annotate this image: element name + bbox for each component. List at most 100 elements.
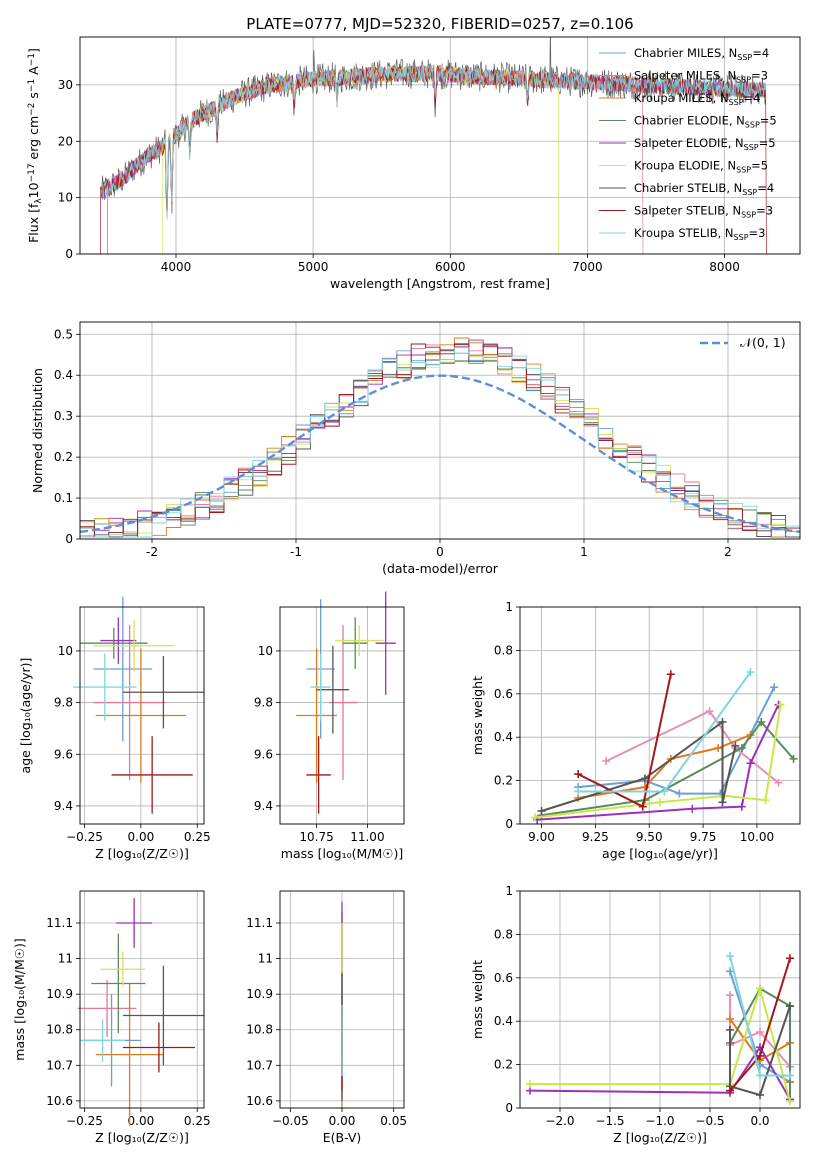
weight-z-xtick-label: −1.0 [645,1114,674,1128]
spectrum-legend-base: Chabrier MILES, N [634,46,737,60]
spectrum-ylabel-part: erg cm [26,116,41,164]
hist-xtick-label: 0 [436,545,444,559]
weight-age-axes: 9.00 9.25 9.50 9.75 10.00 0 0.2 0.4 0.6 0.8 1 [494,600,800,844]
spectrum-legend-suffix: =5 [751,159,768,173]
figure-title: PLATE=0777, MJD=52320, FIBERID=0257, z=0… [246,15,633,33]
mass-ebv-ytick-label: 11.1 [246,916,273,930]
spectrum-legend-label: Chabrier STELIB, NSSP=4 [634,181,774,197]
age-mass-point-2 [296,648,337,783]
hist-xtick-label: 2 [724,545,732,559]
age-mass-xlabel: mass [log₁₀(M/M☉)] [281,846,403,861]
mass-ebv-xtick-label: −0.05 [272,1114,309,1128]
hist-series-7 [80,343,800,538]
mass-z-point-2 [95,983,164,1126]
mass-z-xtick-label: −0.25 [66,1114,103,1128]
spectrum-legend-suffix: =4 [744,91,761,105]
spectrum-ytick-label: 10 [58,191,73,205]
spectrum-legend-suffix: =3 [756,204,773,218]
hist-xtick-label: -1 [290,545,302,559]
hist-legend-label: 𝒩(0, 1) [740,335,786,350]
weight-age-xtick-label: 9.75 [690,830,717,844]
spectrum-legend-label: Salpeter MILES, NSSP=3 [634,69,768,85]
spectrum-xtick-label: 8000 [709,260,740,274]
spectrum-legend-sub: SSP [736,166,751,175]
mass-ebv-xlabel: E(B-V) [323,1130,362,1145]
mass-ebv-xtick-label: 0.00 [329,1114,356,1128]
weight-age-xtick-label: 9.25 [582,830,609,844]
weight-age-series-7 [574,670,675,811]
age-mass-xtick-label: 10.75 [299,830,333,844]
mass-z-point-7 [122,1022,195,1073]
weight-z-xtick-label: −2.0 [545,1114,574,1128]
age-mass-point-8 [310,653,331,721]
spectrum-legend-base: Chabrier STELIB, N [634,181,742,195]
weight-z-xtick-label: −1.5 [595,1114,624,1128]
spectrum-xtick-label: 6000 [435,260,466,274]
age-mass-ytick-label: 9.4 [254,799,273,813]
age-mass-ytick-label: 9.6 [254,747,273,761]
mass-z-point-5 [100,951,146,988]
mass-z-ytick-label: 11 [58,952,73,966]
weight-age-ytick-label: 0.6 [494,687,513,701]
mass-ebv-axes: −0.05 0.00 0.05 10.6 10.7 10.8 10.9 11 11.1 [246,891,407,1128]
weight-z-xtick-label: −0.5 [695,1114,724,1128]
age-z-point-4 [100,617,137,664]
mass-z-frame [79,890,205,1109]
spectrum-legend-label: Salpeter ELODIE, NSSP=5 [634,136,776,152]
spectrum-legend-sub: SSP [734,233,749,242]
age-mass-frame [279,606,405,825]
mass-z-point-1 [77,979,137,1037]
spectrum-legend-sub: SSP [742,188,757,197]
weight-age-ytick-label: 0.4 [494,730,513,744]
hist-series-8 [80,347,800,538]
spectrum-series-8 [100,64,767,220]
spectrum-legend-label: Chabrier MILES, NSSP=4 [634,46,769,62]
hist-xlabel: (data-model)/error [382,561,499,576]
age-z-xlabel: Z [log₁₀(Z/Z☉)] [95,846,189,861]
weight-age-xtick-label: 9.50 [636,830,663,844]
weight-age-ytick-label: 0.8 [494,643,513,657]
weight-age-xlabel: age [log₁₀(age/yr)] [602,846,718,861]
weight-z-ytick-label: 0.8 [494,927,513,941]
age-z-point-1 [93,625,166,781]
hist-normal-curve [80,374,800,533]
spectrum-ytick-label: 20 [58,134,73,148]
weight-z-xtick-label: 0.0 [750,1114,769,1128]
spectrum-ylabel-part: λ [34,198,44,204]
mass-z-ytick-label: 11.1 [46,916,73,930]
mass-z-axes: −0.25 0.00 0.25 10.6 10.7 10.8 10.9 11 11.1 [46,891,211,1128]
mass-z-xlabel: Z [log₁₀(Z/Z☉)] [95,1130,189,1145]
spectrum-legend-label: Kroupa STELIB, NSSP=3 [634,226,765,242]
spectrum-ylabel: Flux [fλ10−17 erg cm−2 s−1 A−1] [26,48,44,243]
mass-ebv-frame [279,890,405,1109]
age-mass-point-1 [328,625,358,781]
weight-age-ytick-label: 0 [505,817,513,831]
age-z-ytick-label: 9.6 [54,747,73,761]
weight-z-ytick-label: 1 [505,884,513,898]
mass-ebv-ytick-label: 10.6 [246,1094,273,1108]
spectrum-ytick-label: 30 [58,78,73,92]
spectrum-legend-label: Chabrier ELODIE, NSSP=5 [634,114,777,130]
mass-z-point-6 [122,965,204,1066]
weight-age-series-8 [574,668,755,796]
weight-age-line [578,686,776,795]
spectrum-frame [79,36,801,255]
weight-z-line [529,1045,791,1100]
age-z-point-7 [111,736,193,814]
spectrum-xlabel: wavelength [Angstrom, rest frame] [330,276,550,291]
weight-z-ytick-label: 0.6 [494,971,513,985]
age-z-ytick-label: 9.8 [54,696,73,710]
weight-age-xtick-label: 10.00 [740,830,774,844]
mass-z-ytick-label: 10.7 [46,1058,73,1072]
age-z-point-3 [80,627,148,659]
spectrum-legend-label: Salpeter STELIB, NSSP=3 [634,204,773,220]
spectrum-legend-suffix: =4 [752,46,769,60]
mass-z-xtick-label: 0.00 [128,1114,155,1128]
age-z-ytick-label: 10 [58,644,73,658]
hist-ytick-label: 0.5 [54,327,73,341]
spectrum-xtick-label: 7000 [572,260,603,274]
spectrum-legend-suffix: =3 [751,69,768,83]
mass-z-ylabel: mass [log₁₀(M/M☉)] [12,938,27,1060]
spectrum-legend-sub: SSP [741,211,756,220]
